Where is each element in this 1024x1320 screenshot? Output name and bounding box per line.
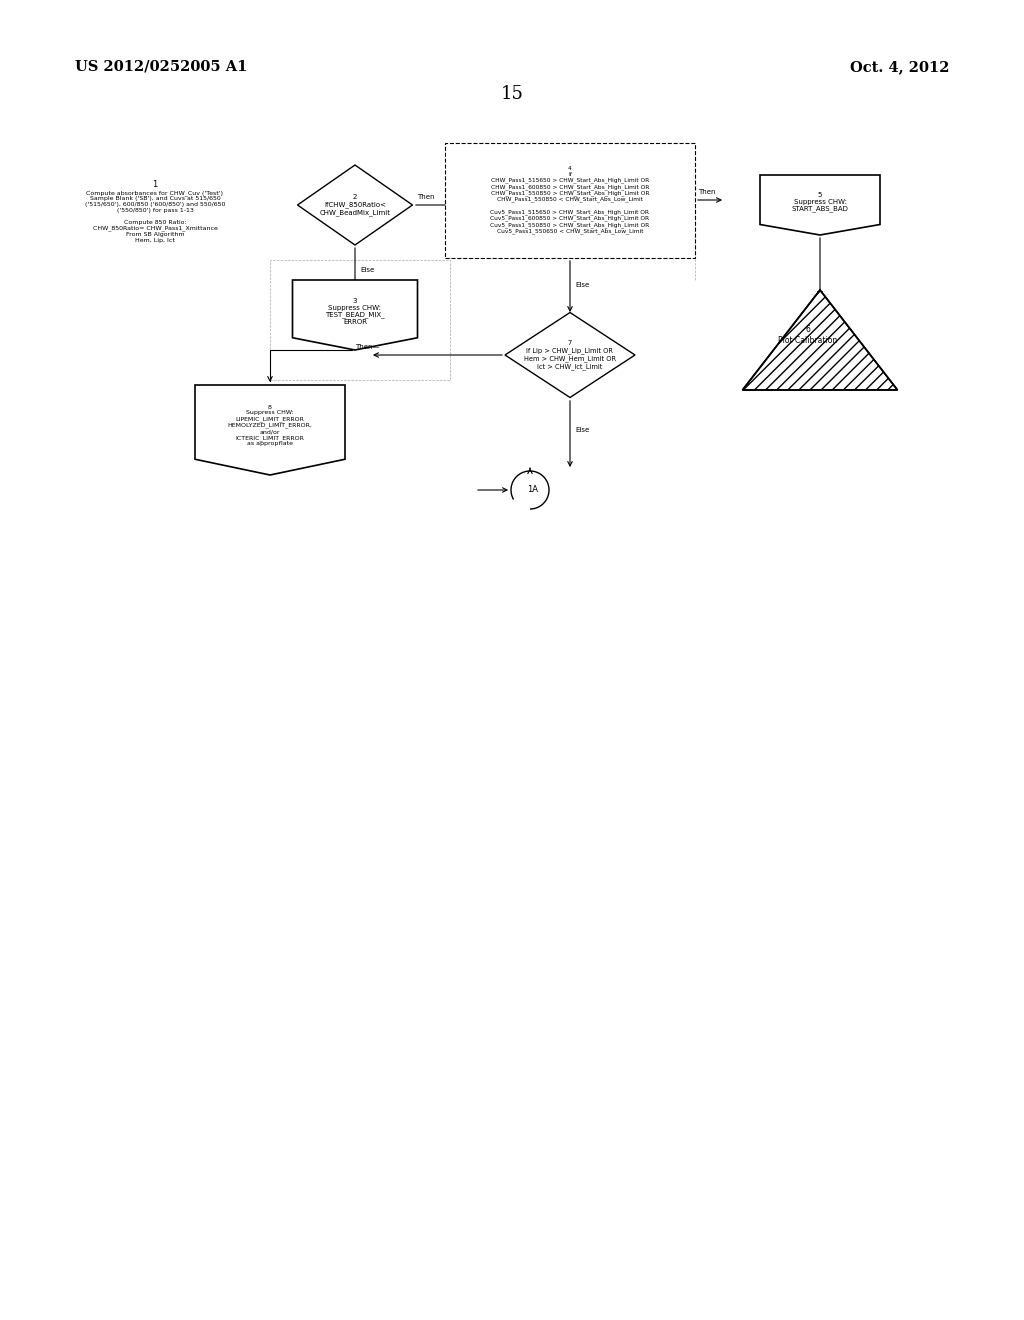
Text: 1: 1	[153, 180, 158, 189]
Polygon shape	[760, 176, 880, 235]
Polygon shape	[298, 165, 413, 246]
Polygon shape	[505, 313, 635, 397]
Text: 3
Suppress CHW:
TEST_BEAD_MIX_
ERROR: 3 Suppress CHW: TEST_BEAD_MIX_ ERROR	[326, 297, 385, 325]
Bar	[445, 143, 695, 257]
Text: Else: Else	[360, 267, 374, 273]
Text: Then: Then	[698, 189, 716, 195]
Polygon shape	[195, 385, 345, 475]
Text: Else: Else	[575, 282, 589, 288]
Polygon shape	[293, 280, 418, 350]
Text: Oct. 4, 2012: Oct. 4, 2012	[851, 59, 950, 74]
Polygon shape	[742, 290, 897, 389]
Text: Then—: Then—	[355, 345, 380, 350]
Text: Compute absorbances for CHW_Cuv ('Test')
Sample Blank ('SB'), and Cuvs at 515/65: Compute absorbances for CHW_Cuv ('Test')…	[85, 190, 225, 243]
Text: Else: Else	[575, 426, 589, 433]
Text: 15: 15	[501, 84, 523, 103]
Text: 5
Suppress CHW:
START_ABS_BAD: 5 Suppress CHW: START_ABS_BAD	[792, 191, 849, 213]
Text: 7
If Lip > CHW_Lip_Limit OR
Hem > CHW_Hem_Limit OR
Ict > CHW_Ict_Limit: 7 If Lip > CHW_Lip_Limit OR Hem > CHW_He…	[524, 341, 616, 370]
Text: 1A: 1A	[527, 486, 539, 495]
Text: Then: Then	[417, 194, 434, 201]
Text: 2
IfCHW_850Ratio<
CHW_BeadMix_Limit: 2 IfCHW_850Ratio< CHW_BeadMix_Limit	[319, 194, 390, 215]
Text: 6
Plot Calibration: 6 Plot Calibration	[778, 325, 838, 345]
Text: US 2012/0252005 A1: US 2012/0252005 A1	[75, 59, 248, 74]
Text: 8
Suppress CHW:
LIPEMIC_LIMIT_ERROR
HEMOLYZED_LIMIT_ERROR,
and/or
ICTERIC_LIMIT_: 8 Suppress CHW: LIPEMIC_LIMIT_ERROR HEMO…	[227, 404, 312, 446]
Text: 4
If
CHW_Pass1_515650 > CHW_Start_Abs_High_Limit OR
CHW_Pass1_600850 > CHW_Start: 4 If CHW_Pass1_515650 > CHW_Start_Abs_Hi…	[490, 166, 649, 234]
Bar	[270, 260, 450, 380]
